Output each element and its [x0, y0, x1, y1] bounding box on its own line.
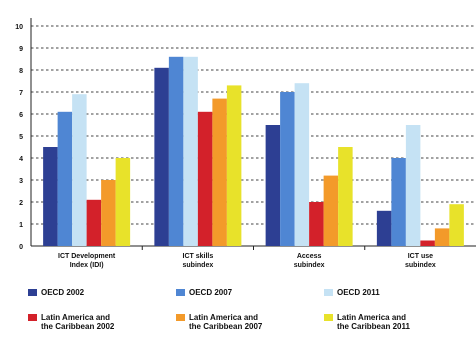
legend-label: Latin America and the Caribbean 2002 [41, 312, 115, 331]
bar [183, 56, 198, 246]
legend-item: Latin America and the Caribbean 2011 [324, 313, 474, 343]
bar [154, 67, 169, 246]
legend-item: OECD 2007 [176, 288, 324, 309]
bar [434, 228, 450, 246]
legend-item: Latin America and the Caribbean 2007 [176, 313, 324, 343]
y-tick-label: 10 [15, 24, 23, 31]
bar [309, 202, 324, 246]
chart-legend: OECD 2002 OECD 2007 OECD 2011 Latin America… [28, 288, 474, 342]
bar [323, 175, 339, 246]
bar [86, 199, 102, 246]
legend-swatch [324, 289, 333, 296]
legend-swatch [324, 313, 333, 321]
bar [391, 158, 406, 246]
y-tick-label: 7 [19, 90, 23, 97]
y-tick-label: 5 [19, 134, 23, 141]
y-tick-label: 9 [19, 46, 23, 53]
bar [115, 158, 131, 246]
bar [226, 85, 242, 247]
bar [376, 210, 392, 246]
legend-swatch [176, 289, 185, 296]
legend-label: OECD 2002 [41, 288, 85, 297]
bar [265, 125, 281, 246]
legend-label: Latin America and the Caribbean 2011 [337, 312, 410, 331]
legend-swatch [176, 313, 185, 321]
bar [212, 98, 227, 246]
legend-item: OECD 2011 [324, 288, 474, 309]
legend-swatch [28, 289, 37, 296]
x-tick-label: ICT use subindex [405, 253, 436, 269]
bar [101, 180, 116, 246]
y-tick-label: 6 [19, 112, 23, 119]
bar [280, 92, 295, 246]
legend-label: OECD 2011 [337, 288, 380, 297]
legend-item: OECD 2002 [28, 288, 176, 309]
legend-swatch [28, 313, 37, 321]
x-tick-label: Access subindex [294, 253, 325, 269]
y-tick-label: 4 [19, 156, 23, 163]
bar [72, 94, 87, 246]
bar [449, 204, 464, 246]
y-tick-label: 8 [19, 68, 23, 75]
bar [294, 83, 310, 246]
bar [420, 240, 435, 246]
bar [338, 147, 353, 246]
y-tick-label: 1 [19, 222, 23, 229]
bar [57, 111, 73, 246]
y-tick-label: 3 [19, 178, 23, 185]
bar [168, 56, 184, 246]
x-tick-label: ICT Development Index (IDI) [58, 253, 116, 269]
legend-label: Latin America and the Caribbean 2007 [189, 312, 263, 331]
bar [197, 111, 213, 246]
bar [405, 125, 421, 246]
y-tick-label: 2 [19, 200, 23, 207]
y-tick-label: 0 [19, 244, 23, 251]
bar [43, 147, 58, 246]
legend-item: Latin America and the Caribbean 2002 [28, 313, 176, 343]
x-tick-label: ICT skills subindex [183, 253, 214, 269]
legend-label: OECD 2007 [189, 288, 233, 297]
